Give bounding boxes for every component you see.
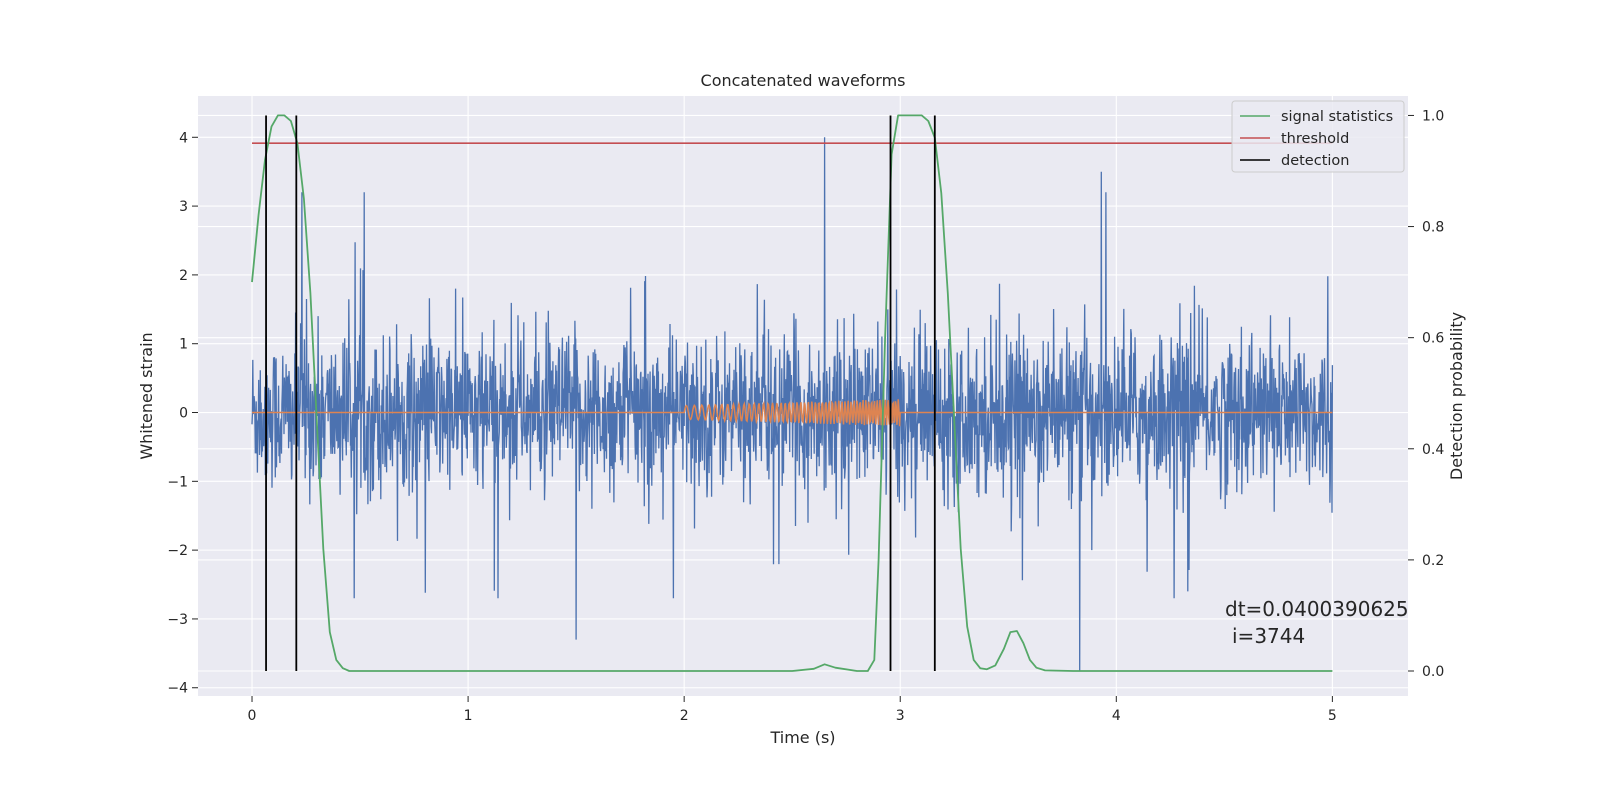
x-tick-label: 1 [464, 708, 473, 724]
legend-label-threshold: threshold [1281, 131, 1349, 147]
y-tick-label: 1 [179, 337, 188, 353]
legend-box [1231, 100, 1405, 173]
axes: 0 1 2 3 4 5 −4 −3 −2 −1 0 1 2 3 4 0.0 0.2 0.4 0.6 0.8 1.0 [167, 108, 1444, 724]
series-injection [252, 399, 1333, 427]
y-tick-label: −4 [167, 681, 188, 697]
y-tick-label: 4 [179, 130, 188, 146]
annotation-i: i=3744 [1232, 624, 1305, 648]
y2-tick-label: 1.0 [1422, 108, 1444, 124]
x-tick-label: 5 [1328, 708, 1337, 724]
y2-tick-label: 0.0 [1422, 664, 1444, 680]
y2-tick-label: 0.6 [1422, 331, 1444, 347]
y-tick-label: 0 [179, 406, 188, 422]
y2-tick-label: 0.4 [1422, 442, 1444, 458]
x-tick-label: 0 [248, 708, 257, 724]
chart-title: Concatenated waveforms [701, 71, 906, 90]
series-signal-statistics [251, 114, 1333, 672]
x-tick-label: 3 [896, 708, 905, 724]
y-axis-label: Whitened strain [137, 332, 156, 459]
y2-axis-label: Detection probability [1447, 312, 1466, 480]
legend: signal statistics threshold detection [1231, 100, 1405, 173]
legend-label-signal-statistics: signal statistics [1281, 109, 1393, 125]
x-tick-label: 4 [1112, 708, 1121, 724]
x-tick-label: 2 [680, 708, 689, 724]
plot-series [251, 114, 1334, 672]
y-tick-label: −1 [167, 474, 188, 490]
y-tick-label: −2 [167, 543, 188, 559]
y-tick-label: 2 [179, 268, 188, 284]
annotation-dt: dt=0.0400390625 [1225, 597, 1409, 621]
x-axis-label: Time (s) [769, 728, 835, 747]
y2-tick-label: 0.8 [1422, 220, 1444, 236]
y-tick-label: 3 [179, 199, 188, 215]
y-tick-label: −3 [167, 612, 188, 628]
legend-label-detection: detection [1281, 153, 1349, 169]
y2-tick-label: 0.2 [1422, 553, 1444, 569]
